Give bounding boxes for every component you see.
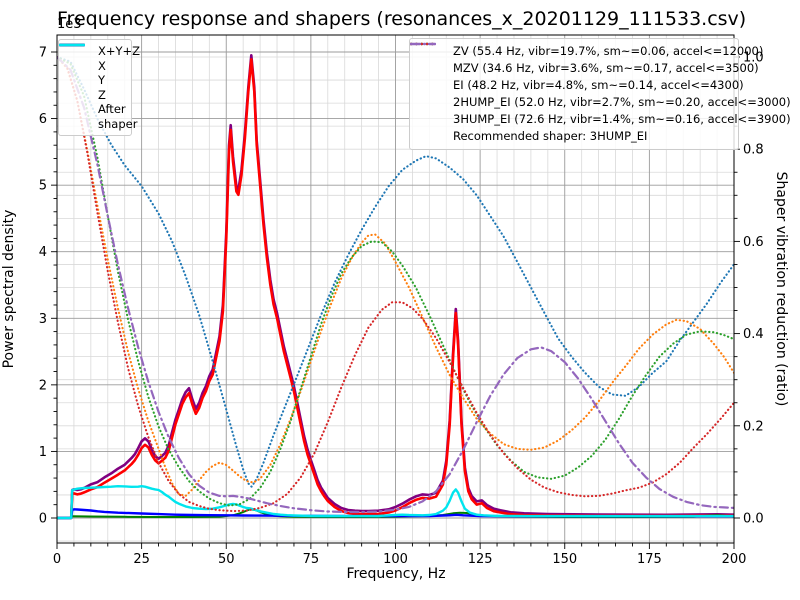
legend-item-y: Y — [59, 43, 123, 88]
legend-label: 3HUMP_EI (72.6 Hz, vibr=1.4%, sm~=0.16, … — [453, 112, 791, 126]
x-tick-label: 200 — [722, 552, 747, 567]
series-ei — [57, 55, 734, 507]
chart-title: Frequency response and shapers (resonanc… — [57, 8, 747, 30]
y-left-tick-label: 7 — [39, 46, 47, 61]
x-tick-label: 50 — [218, 552, 235, 567]
y-left-tick-label: 5 — [39, 179, 47, 194]
legend-label: Y — [98, 73, 106, 87]
legend-item-x: X — [59, 43, 123, 74]
legend-recommended-shaper-note: Recommended shaper: 3HUMP_EI — [417, 128, 730, 145]
legend-shapers: ZV (55.4 Hz, vibr=19.7%, sm~=0.06, accel… — [409, 38, 791, 150]
legend-item-mzv: MZV (34.6 Hz, vibr=3.6%, sm~=0.17, accel… — [410, 42, 759, 77]
y-left-tick-label: 1 — [39, 445, 47, 460]
legend-label: After shaper — [98, 102, 138, 131]
y-axis-left-label: Power spectral density — [1, 209, 17, 369]
legend-label: 2HUMP_EI (52.0 Hz, vibr=2.7%, sm~=0.20, … — [453, 95, 791, 109]
y-right-tick-label: 0.4 — [743, 327, 764, 342]
x-tick-label: 75 — [303, 552, 320, 567]
legend-note-label: Recommended shaper: 3HUMP_EI — [453, 129, 648, 143]
legend-label: Z — [98, 87, 106, 102]
x-tick-label: 125 — [468, 552, 493, 567]
legend-item-zv: ZV (55.4 Hz, vibr=19.7%, sm~=0.06, accel… — [410, 42, 763, 60]
y-left-tick-label: 0 — [39, 512, 47, 527]
series-zv — [57, 55, 734, 488]
y-left-tick-label: 6 — [39, 112, 47, 127]
series-2hump-ei — [57, 55, 734, 513]
y-left-tick-label: 3 — [39, 312, 47, 327]
x-tick-label: 150 — [552, 552, 577, 567]
legend-item-aftershaper: After shaper — [59, 43, 137, 131]
x-tick-label: 100 — [383, 552, 408, 567]
legend-label: ZV (55.4 Hz, vibr=19.7%, sm~=0.06, accel… — [453, 44, 764, 58]
y-axis-right-label: Shaper vibration reduction (ratio) — [773, 171, 789, 407]
series-x — [57, 57, 734, 520]
legend-item-2humpei: 2HUMP_EI (52.0 Hz, vibr=2.7%, sm~=0.20, … — [410, 42, 791, 111]
x-tick-label: 25 — [133, 552, 150, 567]
legend-label: X+Y+Z — [98, 44, 141, 58]
y-axis-offset-label: 1e3 — [57, 17, 82, 32]
x-tick-label: 175 — [637, 552, 662, 567]
y-right-tick-label: 0.2 — [743, 419, 764, 434]
legend-item-z: Z — [59, 43, 123, 103]
axis-tick-labels: 0 25 50 75 100 125 150 175 200 0 1 2 3 4 5 6 7 0.0 0.2 0.4 0… — [39, 46, 764, 568]
series-z — [57, 508, 734, 520]
legend-item-ei: EI (48.2 Hz, vibr=4.8%, sm~=0.14, accel<… — [410, 42, 744, 94]
y-right-tick-label: 1.0 — [743, 51, 764, 66]
series-mzv — [57, 55, 734, 497]
legend-label: EI (48.2 Hz, vibr=4.8%, sm~=0.14, accel<… — [453, 78, 744, 92]
y-left-tick-label: 4 — [39, 245, 47, 260]
legend-measured-series: X+Y+Z X Y Z After shaper — [58, 39, 140, 136]
series-after-shaper — [57, 485, 734, 520]
legend-label: MZV (34.6 Hz, vibr=3.6%, sm~=0.17, accel… — [453, 61, 759, 75]
y-right-tick-label: 0.8 — [743, 143, 764, 158]
y-right-tick-label: 0.0 — [743, 512, 764, 527]
series-3hump-ei — [57, 55, 734, 514]
x-tick-label: 0 — [53, 552, 61, 567]
series-curves — [57, 53, 734, 520]
x-axis-label: Frequency, Hz — [346, 566, 446, 582]
y-right-tick-label: 0.6 — [743, 235, 764, 250]
legend-item-3humpei: 3HUMP_EI (72.6 Hz, vibr=1.4%, sm~=0.16, … — [410, 42, 791, 128]
legend-label: X — [98, 58, 106, 73]
y-left-tick-label: 2 — [39, 378, 47, 393]
